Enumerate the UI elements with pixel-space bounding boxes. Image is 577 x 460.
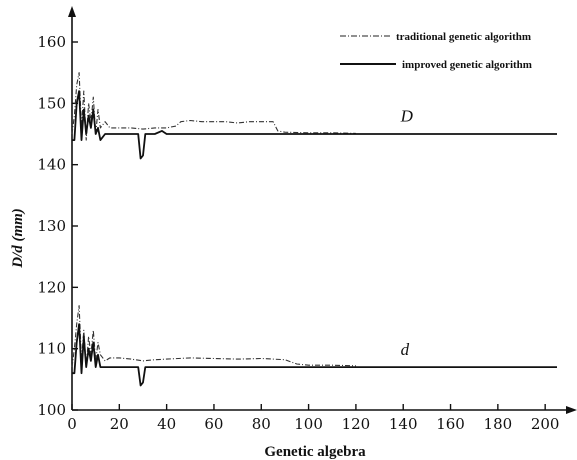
x-tick-label: 40: [157, 415, 176, 433]
x-tick-label: 20: [110, 415, 129, 433]
y-axis-label: D/d (mm): [10, 208, 26, 269]
y-tick-label: 130: [37, 217, 66, 235]
y-axis-arrow: [68, 6, 76, 17]
y-ticks: 100 110 120 130 140 150 160: [37, 33, 78, 419]
y-tick-label: 100: [37, 401, 66, 419]
series-line-d-traditional: [71, 305, 356, 368]
x-ticks: 0 20 40 60 80 100 120 140 160 180 200: [67, 404, 559, 433]
series-line-D-traditional: [71, 72, 356, 141]
y-tick-label: 110: [37, 340, 66, 358]
series-line-D-improved: [72, 90, 557, 160]
annotation-D: D: [400, 107, 414, 126]
x-tick-label: 80: [252, 415, 271, 433]
x-tick-label: 0: [67, 415, 77, 433]
legend: traditional genetic algorithm improved g…: [340, 31, 532, 71]
y-tick-label: 160: [37, 33, 66, 51]
x-tick-label: 120: [342, 415, 371, 433]
x-axis-arrow: [566, 406, 577, 414]
annotation-d: d: [401, 340, 410, 359]
x-tick-label: 60: [204, 415, 223, 433]
y-tick-label: 120: [37, 278, 66, 296]
x-tick-label: 200: [531, 415, 560, 433]
legend-label-improved: improved genetic algorithm: [402, 59, 532, 71]
series-layer: [71, 72, 557, 387]
legend-label-traditional: traditional genetic algorithm: [396, 31, 531, 43]
x-tick-label: 140: [389, 415, 418, 433]
y-tick-label: 140: [37, 156, 66, 174]
x-axis-label: Genetic algebra: [264, 444, 366, 460]
x-tick-label: 100: [294, 415, 323, 433]
y-tick-label: 150: [37, 94, 66, 112]
x-tick-label: 160: [436, 415, 465, 433]
x-tick-label: 180: [484, 415, 513, 433]
series-line-d-improved: [72, 323, 557, 387]
